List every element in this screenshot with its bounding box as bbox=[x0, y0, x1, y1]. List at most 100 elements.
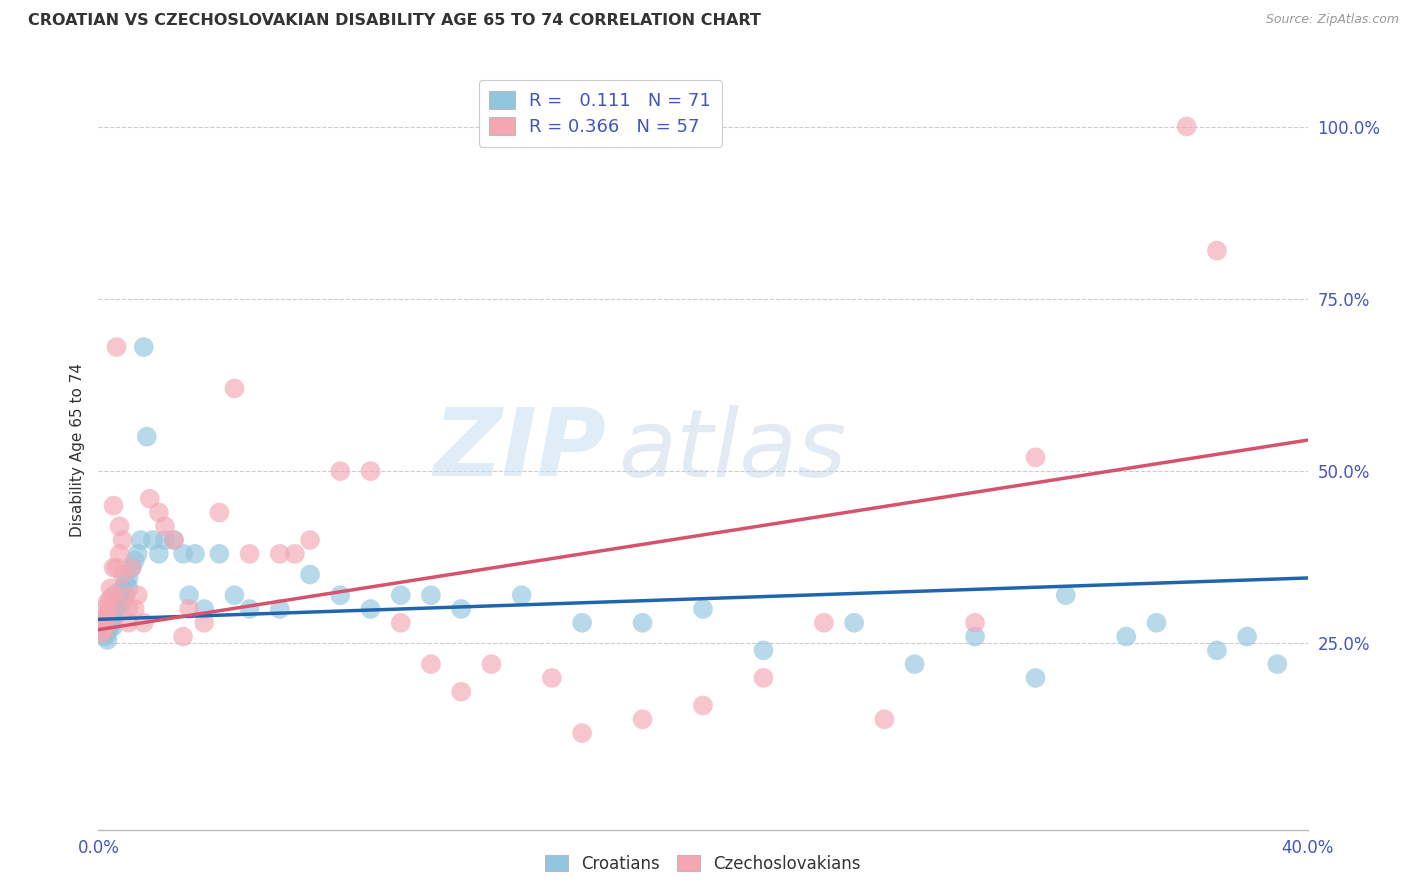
Point bbox=[96, 615, 118, 630]
Point bbox=[93, 612, 115, 626]
Point bbox=[1267, 657, 1289, 672]
Point bbox=[118, 602, 141, 616]
Point bbox=[90, 619, 112, 633]
Point bbox=[103, 588, 125, 602]
Point bbox=[450, 602, 472, 616]
Point bbox=[631, 615, 654, 630]
Point bbox=[1024, 671, 1046, 685]
Point bbox=[631, 712, 654, 726]
Point bbox=[96, 612, 118, 626]
Point bbox=[114, 588, 136, 602]
Point bbox=[93, 615, 115, 630]
Point bbox=[208, 506, 231, 520]
Point bbox=[129, 533, 152, 547]
Point bbox=[114, 574, 136, 589]
Point bbox=[105, 588, 128, 602]
Point bbox=[121, 560, 143, 574]
Text: ZIP: ZIP bbox=[433, 404, 606, 497]
Point bbox=[873, 712, 896, 726]
Point bbox=[96, 633, 118, 648]
Point bbox=[142, 533, 165, 547]
Point bbox=[96, 619, 118, 633]
Point bbox=[163, 533, 186, 547]
Point bbox=[540, 671, 562, 685]
Point bbox=[752, 643, 775, 657]
Point bbox=[105, 602, 128, 616]
Point bbox=[93, 623, 115, 637]
Point bbox=[904, 657, 927, 672]
Point bbox=[420, 657, 443, 672]
Point bbox=[96, 595, 118, 609]
Point bbox=[114, 588, 136, 602]
Point bbox=[269, 547, 291, 561]
Point bbox=[100, 602, 122, 616]
Point bbox=[299, 533, 322, 547]
Point bbox=[1236, 630, 1258, 644]
Point bbox=[692, 698, 714, 713]
Point bbox=[208, 547, 231, 561]
Point bbox=[224, 588, 246, 602]
Y-axis label: Disability Age 65 to 74: Disability Age 65 to 74 bbox=[69, 363, 84, 538]
Point bbox=[752, 671, 775, 685]
Point bbox=[239, 602, 262, 616]
Point bbox=[93, 630, 115, 644]
Point bbox=[148, 506, 170, 520]
Point bbox=[118, 571, 141, 585]
Point bbox=[571, 615, 593, 630]
Point bbox=[299, 567, 322, 582]
Point bbox=[571, 726, 593, 740]
Point bbox=[329, 464, 352, 478]
Point bbox=[224, 381, 246, 395]
Point bbox=[284, 547, 307, 561]
Point bbox=[103, 499, 125, 513]
Point bbox=[360, 602, 382, 616]
Point bbox=[153, 533, 176, 547]
Point bbox=[450, 684, 472, 698]
Point bbox=[420, 588, 443, 602]
Point bbox=[1054, 588, 1077, 602]
Point bbox=[108, 519, 131, 533]
Point bbox=[105, 340, 128, 354]
Point bbox=[179, 602, 201, 616]
Point bbox=[103, 560, 125, 574]
Text: Source: ZipAtlas.com: Source: ZipAtlas.com bbox=[1265, 13, 1399, 27]
Point bbox=[135, 430, 157, 444]
Point bbox=[100, 606, 122, 620]
Point bbox=[118, 615, 141, 630]
Text: CROATIAN VS CZECHOSLOVAKIAN DISABILITY AGE 65 TO 74 CORRELATION CHART: CROATIAN VS CZECHOSLOVAKIAN DISABILITY A… bbox=[28, 13, 761, 29]
Point bbox=[96, 608, 118, 623]
Point bbox=[329, 588, 352, 602]
Point bbox=[153, 519, 176, 533]
Point bbox=[163, 533, 186, 547]
Point bbox=[132, 340, 155, 354]
Point bbox=[100, 591, 122, 606]
Point bbox=[179, 588, 201, 602]
Point bbox=[124, 602, 146, 616]
Point bbox=[1144, 615, 1167, 630]
Point bbox=[93, 626, 115, 640]
Point bbox=[111, 567, 134, 582]
Point bbox=[96, 626, 118, 640]
Point bbox=[360, 464, 382, 478]
Point bbox=[90, 615, 112, 630]
Point bbox=[389, 615, 412, 630]
Point bbox=[124, 554, 146, 568]
Point bbox=[965, 615, 987, 630]
Legend: R =   0.111   N = 71, R = 0.366   N = 57: R = 0.111 N = 71, R = 0.366 N = 57 bbox=[478, 80, 721, 147]
Point bbox=[103, 619, 125, 633]
Point bbox=[108, 547, 131, 561]
Point bbox=[96, 606, 118, 620]
Legend: Croatians, Czechoslovakians: Croatians, Czechoslovakians bbox=[538, 848, 868, 880]
Point bbox=[1206, 244, 1229, 258]
Point bbox=[389, 588, 412, 602]
Point bbox=[184, 547, 207, 561]
Point bbox=[148, 547, 170, 561]
Point bbox=[105, 595, 128, 609]
Point bbox=[269, 602, 291, 616]
Point bbox=[111, 588, 134, 602]
Point bbox=[172, 630, 194, 644]
Point bbox=[193, 615, 215, 630]
Point bbox=[111, 533, 134, 547]
Point bbox=[965, 630, 987, 644]
Point bbox=[118, 582, 141, 596]
